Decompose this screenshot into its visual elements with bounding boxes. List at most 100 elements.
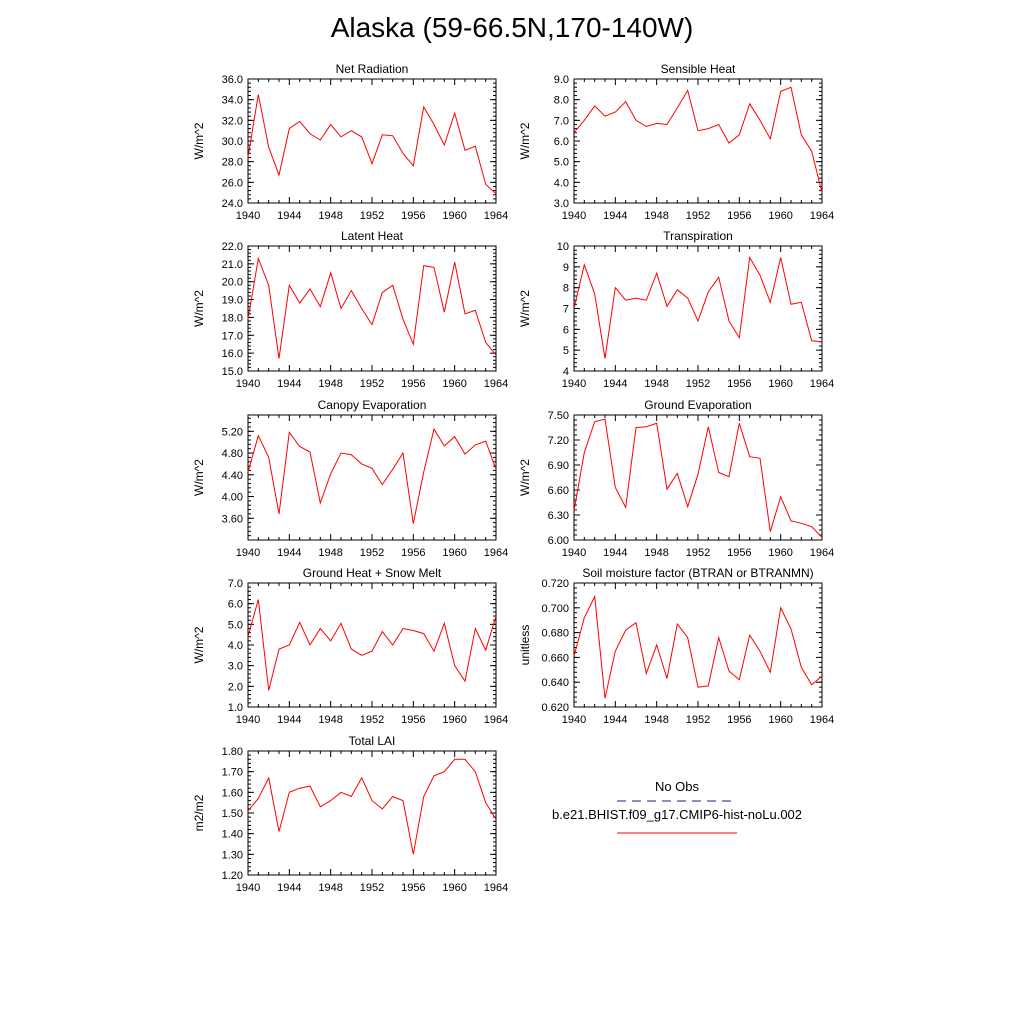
panel-4-xtick-label: 1940 — [236, 547, 260, 559]
panel-5-plot-frame — [573, 414, 823, 541]
legend-label-model: b.e21.BHIST.f09_g17.CMIP6-hist-noLu.002 — [551, 807, 803, 822]
panel-6-xtick-label: 1956 — [401, 714, 425, 726]
panel-6-plot-frame — [247, 582, 497, 708]
panel-0-ytick-label: 34.0 — [222, 95, 243, 107]
panel-5-xtick-label: 1940 — [562, 547, 586, 559]
panel-8-xtick-label: 1956 — [401, 882, 425, 894]
panel-0-ylabel: W/m^2 — [192, 122, 206, 159]
panel-3-xtick-label: 1948 — [644, 378, 668, 390]
panel-3-series-line-0 — [573, 255, 823, 359]
panel-3-xtick-label: 1952 — [686, 378, 710, 390]
panel-4-xtick-label: 1944 — [277, 547, 301, 559]
legend-dash-swatch — [617, 800, 737, 802]
panel-6-ytick-label: 3.0 — [228, 661, 243, 673]
panel-4-ylabel: W/m^2 — [192, 459, 206, 496]
panel-2-ytick-label: 18.0 — [222, 312, 243, 324]
panel-6-xtick-label: 1952 — [360, 714, 384, 726]
panel-5-ytick-label: 6.30 — [548, 510, 569, 522]
panel-1-xtick-label: 1940 — [562, 210, 586, 222]
legend-label-obs: No Obs — [654, 779, 700, 794]
panel-1-ytick-label: 3.0 — [554, 198, 569, 210]
panel-2-xtick-label: 1960 — [442, 378, 466, 390]
panel-4-panel-title: Canopy Evaporation — [318, 398, 427, 412]
panel-3-ytick-label: 10 — [557, 241, 569, 253]
panel-5-ytick-label: 7.20 — [548, 435, 569, 447]
panel-8-ylabel: m2/m2 — [192, 794, 206, 831]
panel-3-panel-title: Transpiration — [663, 229, 733, 243]
panel-3-ytick-label: 6 — [563, 324, 569, 336]
panel-1-xtick-label: 1964 — [810, 210, 834, 222]
panel-7-xtick-label: 1948 — [644, 714, 668, 726]
panel-7-xtick-label: 1956 — [727, 714, 751, 726]
panel-5-xtick-label: 1960 — [768, 547, 792, 559]
panel-0-ytick-label: 30.0 — [222, 136, 243, 148]
panel-5-series-line-0 — [573, 418, 823, 538]
panel-3-ytick-label: 5 — [563, 345, 569, 357]
panel-7-xtick-label: 1952 — [686, 714, 710, 726]
panel-3-ytick-label: 7 — [563, 304, 569, 316]
panel-4-xtick-label: 1948 — [318, 547, 342, 559]
panel-1-ytick-label: 5.0 — [554, 157, 569, 169]
panel-0-ytick-label: 24.0 — [222, 198, 243, 210]
panel-8-ytick-label: 1.20 — [222, 870, 243, 882]
panel-4-series-line-0 — [247, 427, 497, 524]
panel-7-ytick-label: 0.680 — [541, 628, 569, 640]
panel-8-xtick-label: 1944 — [277, 882, 301, 894]
panel-1-xtick-label: 1948 — [644, 210, 668, 222]
panel-2-xtick-label: 1964 — [484, 378, 508, 390]
panel-4-ytick-label: 4.40 — [222, 470, 243, 482]
panel-4-plot-frame — [247, 414, 497, 541]
panel-7-ytick-label: 0.720 — [541, 578, 569, 590]
panel-7-xtick-label: 1964 — [810, 714, 834, 726]
panel-8-ytick-label: 1.60 — [222, 787, 243, 799]
panel-7-ylabel: unitless — [518, 625, 532, 666]
panel-3-xtick-label: 1960 — [768, 378, 792, 390]
panel-4-xtick-label: 1964 — [484, 547, 508, 559]
panel-8-xtick-label: 1960 — [442, 882, 466, 894]
panel-2-ytick-label: 16.0 — [222, 348, 243, 360]
panel-3-xtick-label: 1956 — [727, 378, 751, 390]
panel-5-ylabel: W/m^2 — [518, 459, 532, 496]
panel-0-xtick-label: 1956 — [401, 210, 425, 222]
panel-6-ytick-label: 2.0 — [228, 681, 243, 693]
panel-1-plot-frame — [573, 78, 823, 204]
panel-1-ytick-label: 9.0 — [554, 74, 569, 86]
panel-2-ytick-label: 21.0 — [222, 259, 243, 271]
panel-4-ytick-label: 4.00 — [222, 492, 243, 504]
panel-2-ylabel: W/m^2 — [192, 290, 206, 327]
panel-1-xtick-label: 1956 — [727, 210, 751, 222]
panel-6-ytick-label: 1.0 — [228, 702, 243, 714]
panel-3-plot-frame — [573, 245, 823, 372]
panel-0-ytick-label: 28.0 — [222, 157, 243, 169]
panel-3-xtick-label: 1964 — [810, 378, 834, 390]
panel-0-xtick-label: 1964 — [484, 210, 508, 222]
panel-6-xtick-label: 1940 — [236, 714, 260, 726]
panel-0-xtick-label: 1960 — [442, 210, 466, 222]
panel-5-ytick-label: 6.00 — [548, 535, 569, 547]
panel-3-ytick-label: 4 — [563, 366, 569, 378]
panel-2-xtick-label: 1948 — [318, 378, 342, 390]
panel-7-xtick-label: 1940 — [562, 714, 586, 726]
panel-7-xtick-label: 1960 — [768, 714, 792, 726]
panel-5-xtick-label: 1956 — [727, 547, 751, 559]
panel-0-xtick-label: 1952 — [360, 210, 384, 222]
panel-8-ytick-label: 1.80 — [222, 746, 243, 758]
panel-0-ytick-label: 32.0 — [222, 115, 243, 127]
panel-6-ytick-label: 6.0 — [228, 599, 243, 611]
panel-7-ytick-label: 0.700 — [541, 603, 569, 615]
panel-8-xtick-label: 1940 — [236, 882, 260, 894]
panel-0-ytick-label: 26.0 — [222, 177, 243, 189]
panel-8-ytick-label: 1.40 — [222, 829, 243, 841]
panel-2-xtick-label: 1944 — [277, 378, 301, 390]
panel-6-xtick-label: 1944 — [277, 714, 301, 726]
panel-0-plot-frame — [247, 78, 497, 204]
panel-2-ytick-label: 19.0 — [222, 295, 243, 307]
panel-2-ytick-label: 20.0 — [222, 277, 243, 289]
panel-4-ytick-label: 4.80 — [222, 448, 243, 460]
panel-1-ytick-label: 8.0 — [554, 95, 569, 107]
panel-5-ytick-label: 6.60 — [548, 485, 569, 497]
panel-2-plot-frame — [247, 245, 497, 372]
panel-3-xtick-label: 1940 — [562, 378, 586, 390]
panel-6-xtick-label: 1960 — [442, 714, 466, 726]
panel-3-ytick-label: 9 — [563, 262, 569, 274]
